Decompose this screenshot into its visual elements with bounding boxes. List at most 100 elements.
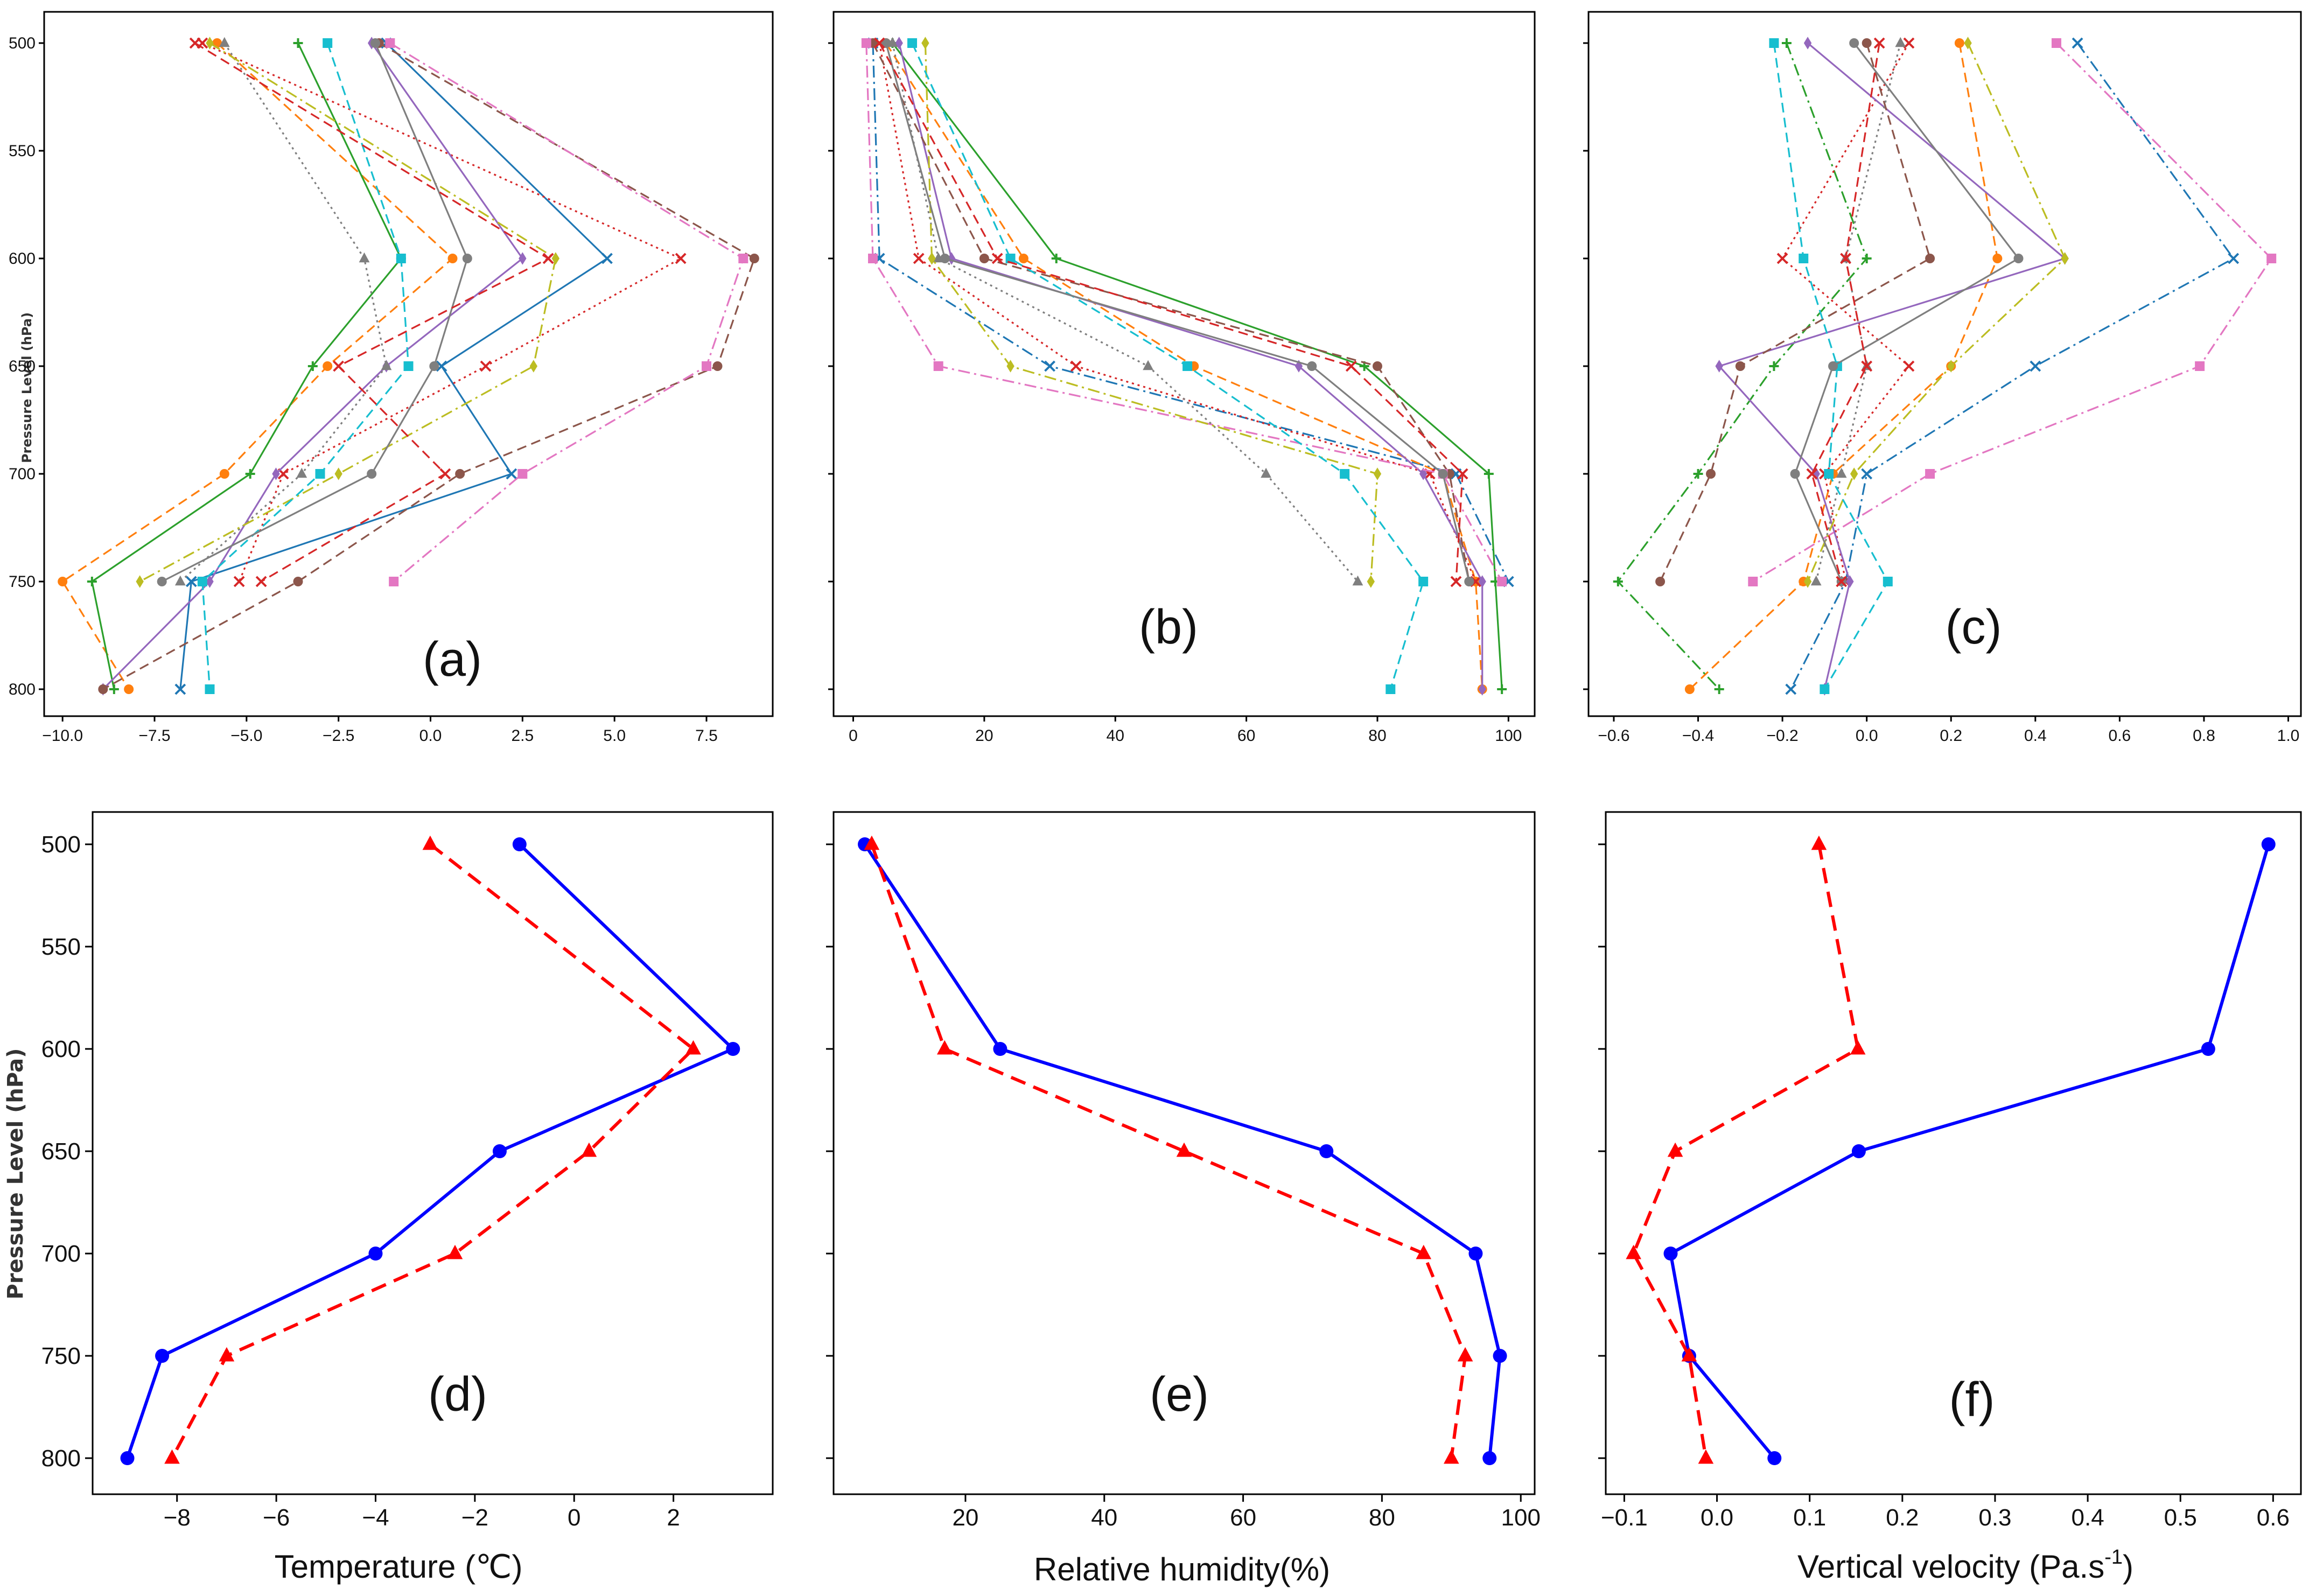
series-line-m5 <box>102 43 523 690</box>
y-tick-label: 800 <box>41 1445 81 1472</box>
x-tick-label: 20 <box>952 1504 978 1531</box>
data-point <box>1051 254 1061 263</box>
data-point <box>429 361 439 371</box>
data-point <box>370 38 380 48</box>
series-line-m3 <box>1617 43 1868 690</box>
data-point <box>1954 38 1964 48</box>
data-point <box>2261 837 2276 851</box>
data-point <box>255 576 267 587</box>
series-line-m9 <box>924 43 1379 582</box>
x-tick-label: 0.0 <box>1856 727 1878 745</box>
data-point <box>462 254 472 263</box>
data-point <box>367 469 377 479</box>
x-axis-title-vv-exponent: -1 <box>2104 1546 2123 1569</box>
data-point <box>2013 254 2024 263</box>
data-point <box>1992 254 2003 263</box>
data-point <box>447 1244 463 1259</box>
series-line-blue <box>1669 844 2270 1459</box>
data-point <box>1482 1451 1497 1465</box>
x-tick-label: −4 <box>362 1504 389 1531</box>
x-tick-label: −2 <box>461 1504 488 1531</box>
data-point <box>58 577 68 586</box>
x-tick-label: 2 <box>667 1504 680 1531</box>
data-point <box>1663 1247 1678 1261</box>
series-line-m4 <box>878 43 1477 582</box>
data-point <box>1497 684 1507 694</box>
series-line-m10 <box>201 43 410 690</box>
series-red <box>164 835 701 1464</box>
series-m8 <box>174 37 392 586</box>
x-tick-label: −7.5 <box>138 727 170 745</box>
data-point <box>1319 1144 1334 1158</box>
data-point <box>749 254 759 263</box>
series-m3 <box>1613 38 1872 694</box>
data-point <box>1373 467 1382 480</box>
data-point <box>272 467 280 480</box>
data-point <box>447 254 458 263</box>
data-point <box>551 252 560 265</box>
panel-label: (f) <box>1949 1373 1995 1427</box>
series-m12 <box>189 37 554 587</box>
data-point <box>1861 468 1873 480</box>
data-point <box>1767 1451 1782 1465</box>
data-point <box>1143 360 1153 370</box>
data-point <box>1851 1144 1866 1158</box>
data-point <box>1457 1347 1473 1362</box>
series-m3 <box>887 38 1507 694</box>
data-point <box>2228 253 2240 264</box>
x-tick-label: 0.8 <box>2193 727 2215 745</box>
data-point <box>1698 1449 1714 1464</box>
series-m11 <box>157 38 472 586</box>
data-point <box>1183 361 1193 371</box>
x-tick-label: 40 <box>1107 727 1124 745</box>
y-axis-title-top: Pressure Level (hPa) <box>19 312 34 463</box>
data-point <box>403 361 414 371</box>
series-line-m10 <box>911 43 1424 690</box>
data-point <box>581 1142 597 1157</box>
x-tick-label: −10.0 <box>42 727 83 745</box>
data-point <box>2201 1042 2215 1056</box>
x-tick-label: 0.6 <box>2257 1504 2290 1531</box>
data-point <box>506 468 517 480</box>
data-point <box>422 835 438 850</box>
series-red <box>1626 835 1866 1464</box>
data-point <box>1419 467 1428 480</box>
x-tick-label: 60 <box>1230 1504 1256 1531</box>
data-point <box>2072 37 2083 49</box>
data-point <box>928 252 936 265</box>
plot-frame <box>832 811 1536 1495</box>
data-point <box>155 1349 170 1363</box>
x-tick-label: 7.5 <box>695 727 718 745</box>
data-point <box>1895 37 1906 47</box>
data-point <box>1925 254 1935 263</box>
series-m9 <box>1803 37 2069 588</box>
panel-label: (b) <box>1139 600 1198 654</box>
plot-frame <box>1605 811 2302 1495</box>
y-tick-label: 550 <box>41 934 81 960</box>
data-point <box>439 468 451 480</box>
panel-label: (a) <box>423 633 482 687</box>
data-point <box>1781 38 1792 48</box>
data-point <box>368 1247 383 1261</box>
data-point <box>1464 577 1474 586</box>
x-tick-label: −0.4 <box>1682 727 1714 745</box>
y-tick-label: 500 <box>9 34 36 52</box>
series-line-blue <box>125 843 735 1459</box>
data-point <box>1468 1247 1483 1261</box>
series-line-m12 <box>878 43 1464 582</box>
data-point <box>136 575 144 588</box>
y-tick-label: 600 <box>9 250 36 268</box>
x-tick-label: 40 <box>1091 1504 1117 1531</box>
y-tick-label: 800 <box>9 681 36 698</box>
data-point <box>881 38 891 48</box>
panel-label: (c) <box>1946 600 2002 654</box>
data-point <box>1714 684 1724 694</box>
x-tick-label: −8 <box>164 1504 191 1531</box>
data-point <box>1947 360 1955 373</box>
series-m6 <box>1655 38 1935 586</box>
data-point <box>542 253 554 264</box>
data-point <box>245 469 255 479</box>
data-point <box>1799 254 1809 263</box>
data-point <box>1715 360 1723 373</box>
data-point <box>1840 253 1851 264</box>
